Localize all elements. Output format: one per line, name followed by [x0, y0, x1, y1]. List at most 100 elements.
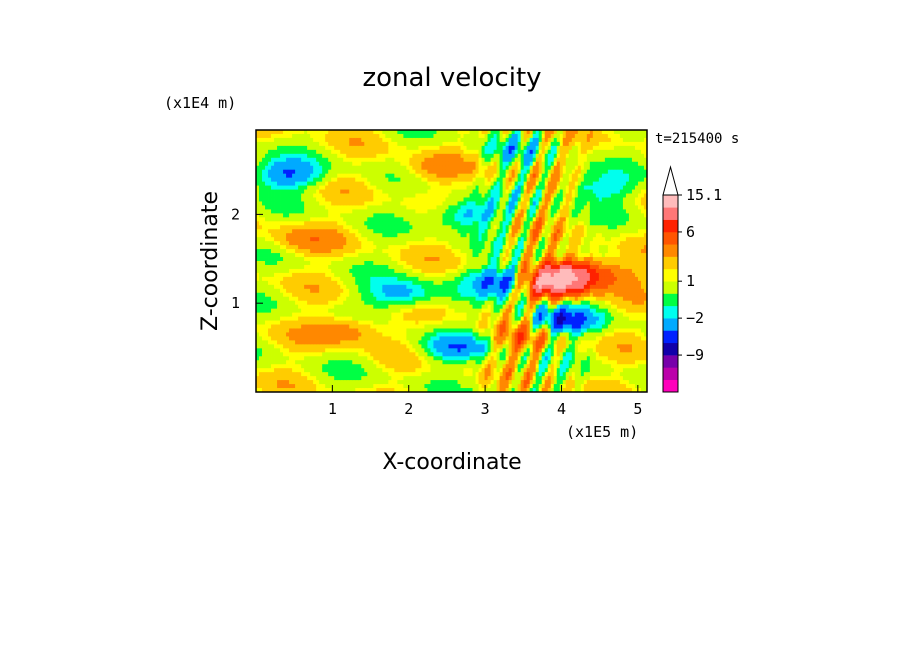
field-cell	[463, 145, 467, 151]
field-cell	[397, 257, 401, 262]
field-cell	[475, 264, 479, 270]
field-cell	[418, 344, 422, 349]
field-cell	[289, 332, 293, 337]
field-cell	[400, 245, 404, 250]
field-cell	[334, 245, 338, 250]
field-cell	[271, 348, 275, 353]
field-cell	[343, 177, 347, 183]
field-cell	[451, 364, 455, 369]
field-cell	[262, 257, 266, 262]
field-cell	[376, 173, 380, 179]
field-cell	[466, 292, 470, 298]
field-cell	[448, 328, 452, 333]
field-cell	[373, 276, 377, 282]
field-cell	[394, 145, 398, 151]
field-cell	[442, 261, 446, 266]
field-cell	[466, 340, 470, 345]
field-cell	[424, 384, 428, 389]
field-cell	[310, 193, 314, 198]
field-cell	[316, 261, 320, 266]
field-cell	[400, 197, 404, 202]
field-cell	[439, 364, 443, 369]
field-cell	[310, 137, 314, 143]
field-cell	[469, 356, 473, 361]
field-cell	[256, 296, 260, 302]
field-cell	[358, 141, 362, 147]
field-cell	[262, 264, 266, 270]
field-cell	[454, 253, 458, 258]
field-cell	[415, 348, 419, 353]
field-cell	[481, 264, 485, 270]
field-cell	[352, 328, 356, 333]
field-cell	[286, 264, 290, 270]
field-cell	[301, 209, 305, 214]
field-cell	[454, 229, 458, 234]
field-cell	[271, 153, 275, 159]
field-cell	[466, 308, 470, 314]
field-cell	[376, 205, 380, 210]
field-cell	[442, 153, 446, 159]
velocity-field	[256, 130, 648, 393]
field-cell	[271, 249, 275, 254]
field-cell	[316, 141, 320, 147]
field-cell	[445, 332, 449, 337]
field-cell	[472, 288, 476, 294]
field-cell	[271, 181, 275, 186]
field-cell	[283, 292, 287, 298]
field-cell	[277, 197, 281, 202]
field-cell	[466, 360, 470, 365]
field-cell	[481, 241, 485, 246]
field-cell	[481, 261, 485, 266]
field-cell	[415, 328, 419, 333]
field-cell	[340, 364, 344, 369]
field-cell	[370, 221, 374, 226]
field-cell	[445, 344, 449, 349]
field-cell	[391, 141, 395, 147]
field-cell	[418, 352, 422, 357]
field-cell	[424, 197, 428, 202]
field-cell	[445, 253, 449, 258]
field-cell	[370, 153, 374, 159]
field-cell	[469, 372, 473, 377]
field-cell	[304, 221, 308, 226]
field-cell	[364, 288, 368, 294]
field-cell	[358, 324, 362, 329]
field-cell	[316, 272, 320, 278]
field-cell	[454, 356, 458, 361]
field-cell	[394, 336, 398, 341]
field-cell	[397, 356, 401, 361]
field-cell	[310, 213, 314, 218]
field-cell	[328, 205, 332, 210]
field-cell	[301, 328, 305, 333]
field-cell	[364, 372, 368, 377]
field-cell	[445, 356, 449, 361]
field-cell	[442, 241, 446, 246]
field-cell	[340, 245, 344, 250]
field-cell	[457, 201, 461, 206]
field-cell	[379, 149, 383, 155]
field-cell	[292, 284, 296, 290]
field-cell	[337, 296, 341, 302]
field-cell	[403, 272, 407, 278]
field-cell	[460, 173, 464, 179]
field-cell	[355, 233, 359, 238]
field-cell	[421, 153, 425, 159]
field-cell	[382, 217, 386, 222]
field-cell	[304, 141, 308, 147]
field-cell	[274, 372, 278, 377]
field-cell	[310, 161, 314, 167]
field-cell	[262, 189, 266, 194]
field-cell	[367, 225, 371, 230]
field-cell	[319, 296, 323, 302]
field-cell	[442, 368, 446, 373]
field-cell	[277, 368, 281, 373]
field-cell	[451, 304, 455, 310]
field-cell	[295, 280, 299, 286]
field-cell	[436, 356, 440, 361]
field-cell	[289, 376, 293, 381]
field-cell	[445, 257, 449, 262]
field-cell	[367, 185, 371, 190]
field-cell	[292, 348, 296, 353]
field-cell	[412, 312, 416, 317]
field-cell	[325, 272, 329, 278]
